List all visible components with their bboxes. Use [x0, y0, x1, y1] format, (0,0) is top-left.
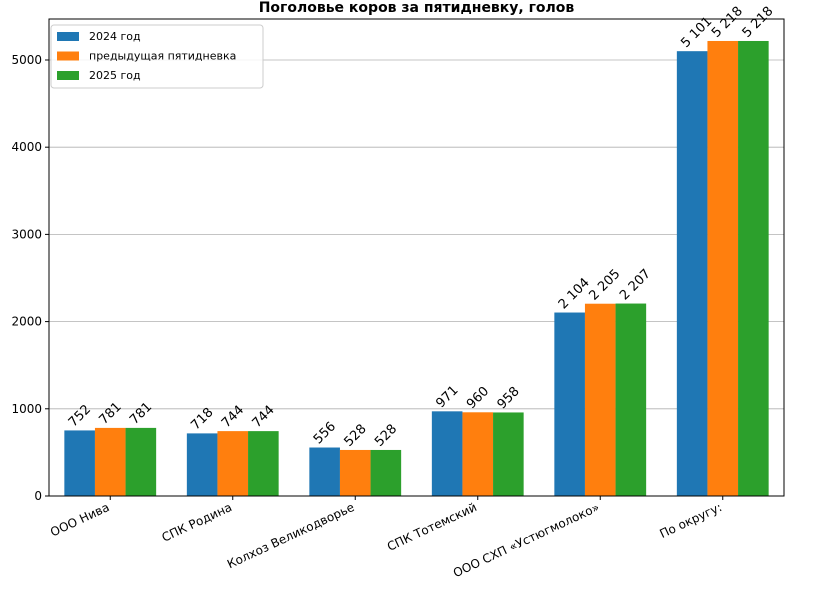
bar-s1-c2 [339, 449, 371, 496]
x-tick-label-3: СПК Тотемский [385, 500, 479, 554]
legend-box [50, 24, 264, 89]
y-tick-label-5000: 5000 [11, 53, 42, 67]
y-tick-label-3000: 3000 [11, 227, 42, 241]
legend-label-2: 2025 год [89, 69, 141, 82]
chart-title: Поголовье коров за пятидневку, голов [259, 0, 575, 16]
bar-s0-c5 [676, 51, 708, 496]
gridlines [49, 59, 784, 497]
bar-s1-c0 [94, 427, 126, 496]
legend-label-0: 2024 год [89, 30, 141, 43]
data-label-s1-c2: 528 [341, 422, 369, 450]
bar-s0-c4 [554, 312, 585, 496]
bar-s2-c0 [125, 427, 157, 496]
x-tick-label-2: Колхоз Великодворье [225, 500, 357, 571]
x-tick-label-0: ООО Нива [48, 500, 111, 539]
y-tick-label-1000: 1000 [11, 402, 42, 416]
data-label-s2-c3: 958 [495, 384, 523, 412]
bar-s0-c3 [431, 411, 463, 496]
legend-label-1: предыдущая пятидневка [89, 50, 236, 63]
bar-s1-c5 [707, 40, 739, 497]
bar-s2-c3 [493, 412, 524, 496]
bar-s2-c1 [248, 431, 279, 496]
plot-frame [48, 18, 785, 497]
bar-s1-c1 [217, 431, 249, 496]
legend-swatch-0 [57, 32, 79, 41]
data-label-s2-c5: 5 218 [740, 4, 777, 41]
y-tick-label-4000: 4000 [11, 140, 42, 154]
y-tick-label-2000: 2000 [11, 315, 42, 329]
data-label-s0-c2: 556 [311, 419, 339, 447]
bar-s2-c5 [738, 40, 769, 497]
data-label-s0-c1: 718 [188, 405, 216, 433]
data-label-s1-c4: 2 205 [586, 267, 623, 304]
bar-s2-c2 [370, 449, 402, 496]
data-label-s2-c4: 2 207 [617, 266, 654, 303]
y-tick-label-0: 0 [34, 489, 42, 503]
data-label-s2-c2: 528 [372, 422, 400, 450]
axes [48, 18, 785, 497]
data-label-s2-c1: 744 [250, 403, 278, 431]
bar-s0-c0 [64, 430, 95, 496]
data-label-s0-c0: 752 [66, 402, 94, 430]
legend: 2024 год предыдущая пятидневка 2025 год [50, 24, 264, 89]
data-label-s1-c5: 5 218 [709, 4, 746, 41]
bar-s0-c2 [309, 447, 340, 496]
x-tick-label-5: По округу: [657, 500, 724, 541]
bars [64, 40, 769, 497]
x-tick-label-1: СПК Родина [160, 500, 234, 545]
bar-s1-c4 [584, 303, 616, 496]
data-label-s1-c3: 960 [464, 384, 492, 412]
data-label-s1-c1: 744 [219, 403, 247, 431]
bar-s0-c1 [186, 433, 218, 496]
bar-s1-c3 [462, 412, 494, 496]
data-label-s0-c3: 971 [433, 383, 461, 411]
legend-swatch-1 [57, 51, 79, 61]
data-label-s1-c0: 781 [96, 400, 124, 428]
legend-swatch-2 [57, 71, 79, 80]
bar-s2-c4 [615, 303, 647, 496]
y-axis-ticks: 0 1000 2000 3000 4000 5000 [11, 53, 49, 503]
data-label-s2-c0: 781 [127, 400, 155, 428]
